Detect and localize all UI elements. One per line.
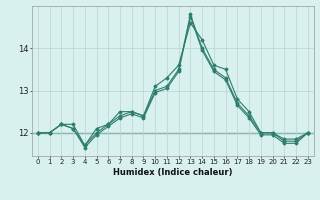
X-axis label: Humidex (Indice chaleur): Humidex (Indice chaleur): [113, 168, 233, 177]
